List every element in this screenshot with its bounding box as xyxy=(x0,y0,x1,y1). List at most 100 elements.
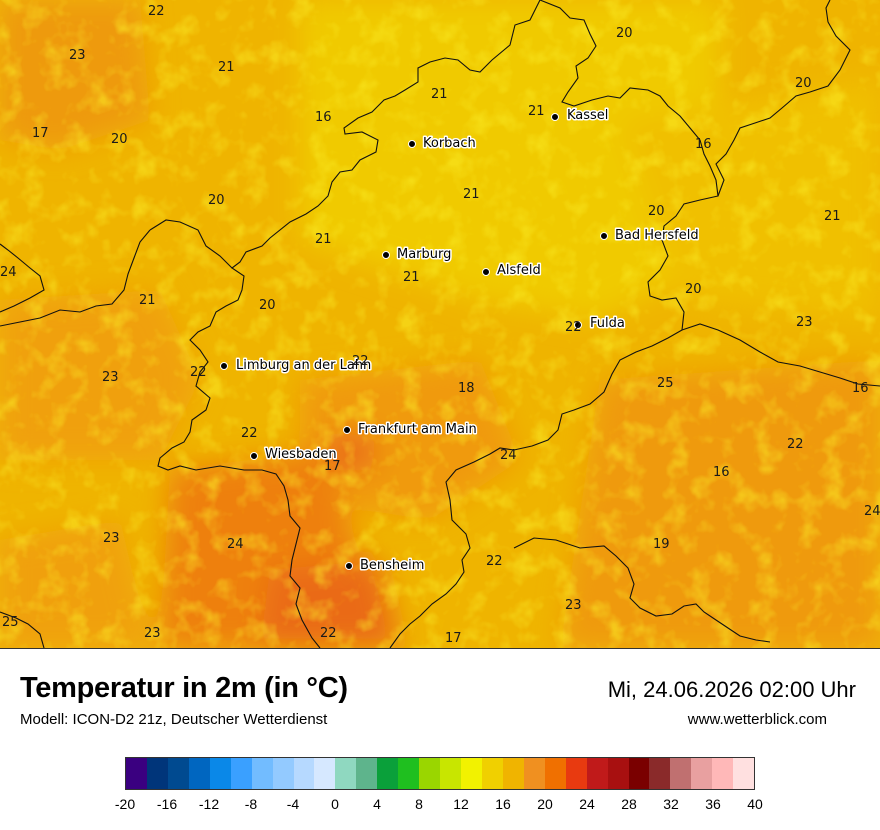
svg-text:Alsfeld: Alsfeld xyxy=(497,263,541,278)
website-link[interactable]: www.wetterblick.com xyxy=(687,711,827,728)
temp-value: 17 xyxy=(445,631,462,646)
svg-text:Bad Hersfeld: Bad Hersfeld xyxy=(615,228,699,243)
legend-tick-label: -12 xyxy=(198,796,220,812)
legend-swatch xyxy=(398,758,420,789)
legend-swatch xyxy=(272,758,294,789)
legend-swatch xyxy=(419,758,441,789)
temp-value: 21 xyxy=(528,104,545,119)
legend-swatch xyxy=(461,758,482,789)
temp-value: 17 xyxy=(32,126,49,141)
temp-value: 20 xyxy=(259,298,276,313)
city-bad-hersfeld[interactable]: Bad Hersfeld xyxy=(600,227,700,245)
temperature-field xyxy=(0,0,880,648)
legend-swatch xyxy=(712,758,734,789)
temp-value: 20 xyxy=(795,76,812,91)
svg-text:Fulda: Fulda xyxy=(590,316,625,331)
city-limburg[interactable]: Limburg an der Lahn xyxy=(220,357,373,375)
temp-value: 22 xyxy=(486,554,503,569)
model-info: Modell: ICON-D2 21z, Deutscher Wetterdie… xyxy=(20,711,328,728)
city-marburg[interactable]: Marburg xyxy=(382,246,453,264)
temp-value: 22 xyxy=(320,626,337,641)
temp-value: 23 xyxy=(144,626,161,641)
temp-value: 22 xyxy=(148,4,165,19)
legend-swatch xyxy=(146,758,168,789)
temp-value: 21 xyxy=(463,187,480,202)
svg-text:Kassel: Kassel xyxy=(567,108,608,123)
legend-tick-label: 8 xyxy=(415,796,423,812)
legend-tick-label: -20 xyxy=(114,796,136,812)
temp-value: 24 xyxy=(500,448,517,463)
legend-swatch xyxy=(607,758,629,789)
legend-swatch xyxy=(356,758,378,789)
legend-tick-label: 20 xyxy=(537,796,553,812)
map-title: Temperatur in 2m (in °C) xyxy=(20,672,348,704)
city-kassel[interactable]: Kassel xyxy=(551,107,610,125)
temp-value: 25 xyxy=(2,615,19,630)
legend-swatch xyxy=(523,758,545,789)
temp-value: 23 xyxy=(796,315,813,330)
legend-swatch xyxy=(586,758,608,789)
legend-swatch xyxy=(209,758,231,789)
legend-tick-label: -8 xyxy=(244,796,258,812)
city-frankfurt[interactable]: Frankfurt am Main xyxy=(343,421,478,439)
city-alsfeld[interactable]: Alsfeld xyxy=(482,262,542,280)
temp-value: 22 xyxy=(565,320,582,335)
state-borders xyxy=(0,0,880,648)
city-fulda[interactable]: Fulda xyxy=(574,315,626,333)
temp-value: 16 xyxy=(713,465,730,480)
temp-value: 22 xyxy=(787,437,804,452)
legend-swatch xyxy=(481,758,503,789)
city-wiesbaden[interactable]: Wiesbaden xyxy=(250,446,338,464)
city-markers: Kassel Korbach Bad Hersfeld Marburg Alsf… xyxy=(220,107,700,575)
legend-swatch xyxy=(251,758,273,789)
temp-value: 25 xyxy=(657,376,674,391)
temp-value: 17 xyxy=(324,459,341,474)
temp-value: 20 xyxy=(616,26,633,41)
legend-swatch xyxy=(628,758,650,789)
temp-value: 18 xyxy=(458,381,475,396)
temperature-values: 22 23 21 17 20 16 21 21 20 16 20 21 20 2… xyxy=(0,4,880,646)
legend-tick-label: 16 xyxy=(495,796,511,812)
legend-swatch xyxy=(167,758,189,789)
temperature-map: Kassel Korbach Bad Hersfeld Marburg Alsf… xyxy=(0,0,880,649)
temp-value: 23 xyxy=(103,531,120,546)
temp-value: 20 xyxy=(685,282,702,297)
temp-value: 22 xyxy=(190,365,207,380)
legend-swatch xyxy=(440,758,461,789)
temp-value: 20 xyxy=(208,193,225,208)
legend-tick-label: 36 xyxy=(705,796,721,812)
svg-text:Wiesbaden: Wiesbaden xyxy=(265,447,337,462)
legend-swatch xyxy=(670,758,692,789)
temp-value: 23 xyxy=(565,598,582,613)
city-bensheim[interactable]: Bensheim xyxy=(345,557,426,575)
temp-value: 16 xyxy=(695,137,712,152)
legend-tick-label: 12 xyxy=(453,796,469,812)
svg-text:Marburg: Marburg xyxy=(397,247,451,262)
color-scale-legend xyxy=(125,757,755,790)
legend-tick-label: -4 xyxy=(286,796,300,812)
temp-value: 16 xyxy=(852,381,869,396)
legend-swatch xyxy=(126,758,147,789)
temp-value: 22 xyxy=(352,354,369,369)
temp-value: 21 xyxy=(315,232,332,247)
legend-swatch xyxy=(377,758,399,789)
legend-tick-label: 0 xyxy=(331,796,339,812)
temp-value: 21 xyxy=(824,209,841,224)
legend-swatch xyxy=(565,758,587,789)
temp-value: 16 xyxy=(315,110,332,125)
legend-swatch xyxy=(314,758,336,789)
legend-tick-label: -16 xyxy=(156,796,178,812)
temp-value: 24 xyxy=(864,504,880,519)
legend-swatch xyxy=(502,758,524,789)
temp-value: 23 xyxy=(69,48,86,63)
temp-value: 21 xyxy=(218,60,235,75)
temp-value: 22 xyxy=(241,426,258,441)
city-korbach[interactable]: Korbach xyxy=(408,135,477,153)
legend-tick-label: 28 xyxy=(621,796,637,812)
legend-swatch xyxy=(649,758,671,789)
temp-value: 21 xyxy=(431,87,448,102)
legend-swatch xyxy=(544,758,566,789)
legend-swatch xyxy=(733,758,755,789)
legend-tick-label: 32 xyxy=(663,796,679,812)
temp-value: 20 xyxy=(111,132,128,147)
